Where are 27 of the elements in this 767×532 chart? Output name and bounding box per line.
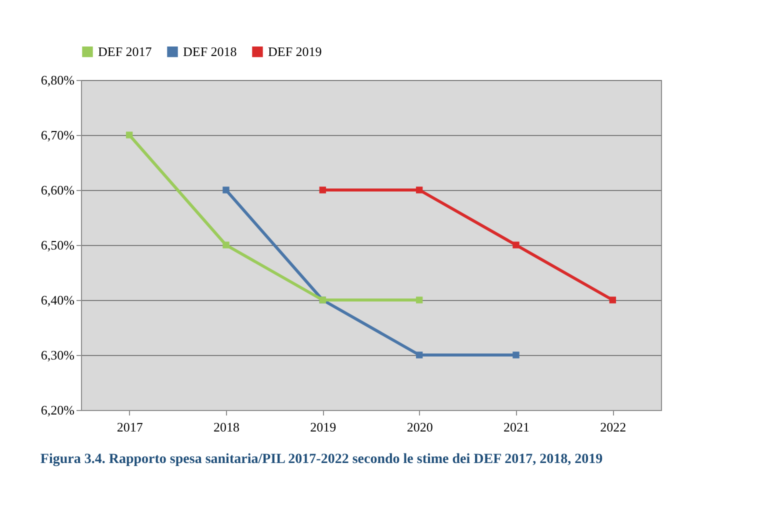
y-tick-label: 6,60% bbox=[40, 182, 75, 198]
y-tick-label: 6,70% bbox=[40, 128, 75, 142]
point bbox=[222, 186, 230, 194]
x-tick-label: 2021 bbox=[504, 420, 530, 434]
legend-label: DEF 2018 bbox=[183, 44, 237, 59]
point bbox=[416, 352, 423, 358]
x-tick-label: 2019 bbox=[310, 420, 336, 434]
point bbox=[222, 242, 230, 248]
point bbox=[609, 296, 616, 304]
point bbox=[416, 186, 423, 194]
x-tick-label: 2020 bbox=[406, 420, 433, 434]
y-tick-label: 6,80% bbox=[40, 72, 75, 88]
point bbox=[512, 352, 520, 358]
point bbox=[416, 296, 423, 304]
point bbox=[319, 186, 326, 194]
x-tick-label: 2018 bbox=[214, 420, 240, 434]
x-tick-label: 2022 bbox=[600, 420, 626, 434]
y-tick-label: 6,40% bbox=[40, 292, 75, 308]
y-tick-label: 6,20% bbox=[40, 402, 75, 418]
legend-label: DEF 2017 bbox=[98, 44, 152, 59]
x-tick-label: 2017 bbox=[116, 420, 144, 434]
legend-label: DEF 2019 bbox=[268, 44, 322, 59]
text: Figura 3.4. Rapporto spesa sanitaria/PIL 2017-2022 secondo le stime dei DEF 2017, 2018, 2019 bbox=[40, 452, 603, 467]
point bbox=[126, 132, 133, 138]
point bbox=[512, 242, 520, 248]
y-tick-label: 6,30% bbox=[40, 348, 75, 362]
y-tick-label: 6,50% bbox=[40, 238, 75, 252]
